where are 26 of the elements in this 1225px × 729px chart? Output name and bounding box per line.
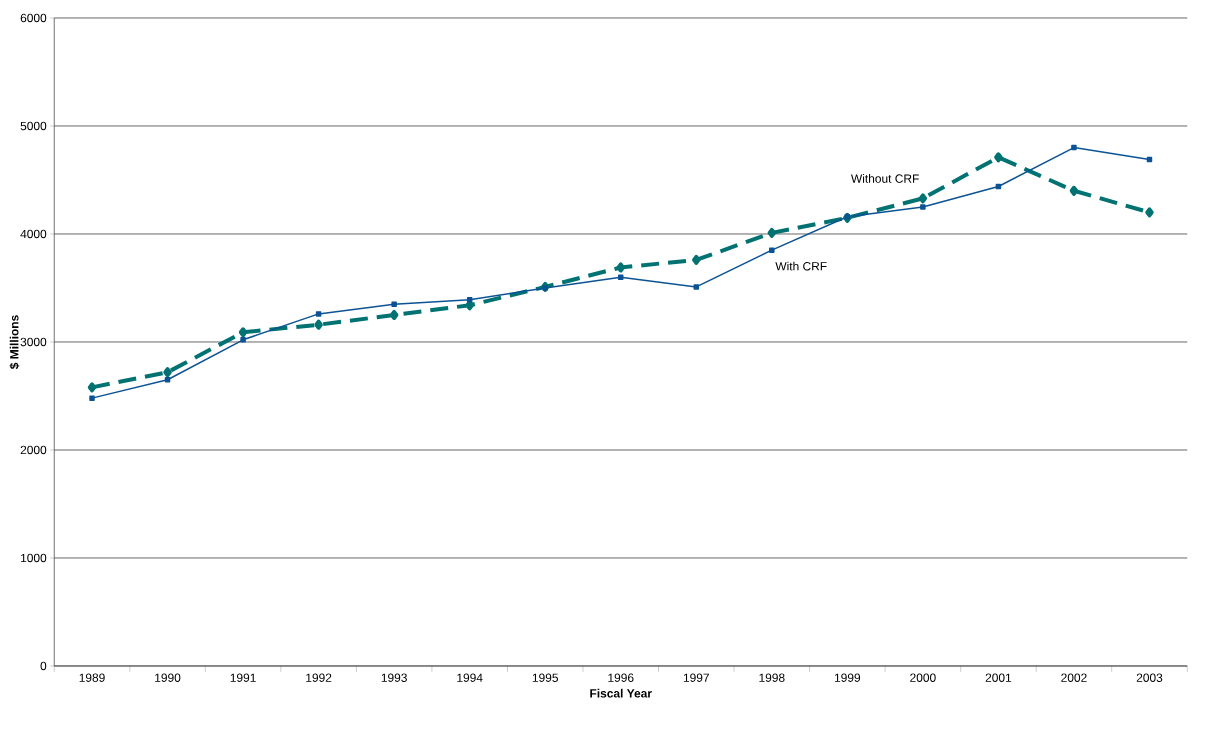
x-tick-label: 1996 xyxy=(608,673,634,682)
x-tick-label: 1991 xyxy=(230,673,256,682)
y-axis-title: $ Millions xyxy=(9,315,20,370)
x-tick-label: 1997 xyxy=(683,673,709,682)
y-tick-label: 6000 xyxy=(20,13,47,23)
x-tick-label: 1990 xyxy=(155,673,181,682)
series-label: Without CRF xyxy=(850,174,919,183)
x-tick-label: 2003 xyxy=(1136,673,1163,682)
y-tick-label: 5000 xyxy=(20,121,47,131)
y-tick-label: 3000 xyxy=(20,337,47,347)
x-tick-label: 1994 xyxy=(457,673,483,682)
y-tick-label: 0 xyxy=(40,661,47,671)
series-label: With CRF xyxy=(775,261,827,271)
x-tick-label: 1993 xyxy=(381,673,407,682)
x-tick-label: 2002 xyxy=(1061,673,1087,682)
x-tick-label: 1999 xyxy=(834,673,861,682)
x-tick-label: 2001 xyxy=(985,673,1012,682)
x-tick-label: 1992 xyxy=(306,673,332,682)
y-tick-label: 2000 xyxy=(20,445,47,455)
x-axis-title: Fiscal Year xyxy=(590,688,652,698)
y-tick-label: 1000 xyxy=(21,553,47,563)
y-tick-label: 4000 xyxy=(20,229,47,239)
x-tick-label: 1989 xyxy=(79,673,105,682)
x-tick-label: 1998 xyxy=(759,673,785,682)
x-tick-label: 2000 xyxy=(910,673,936,682)
x-tick-label: 1995 xyxy=(532,673,558,682)
